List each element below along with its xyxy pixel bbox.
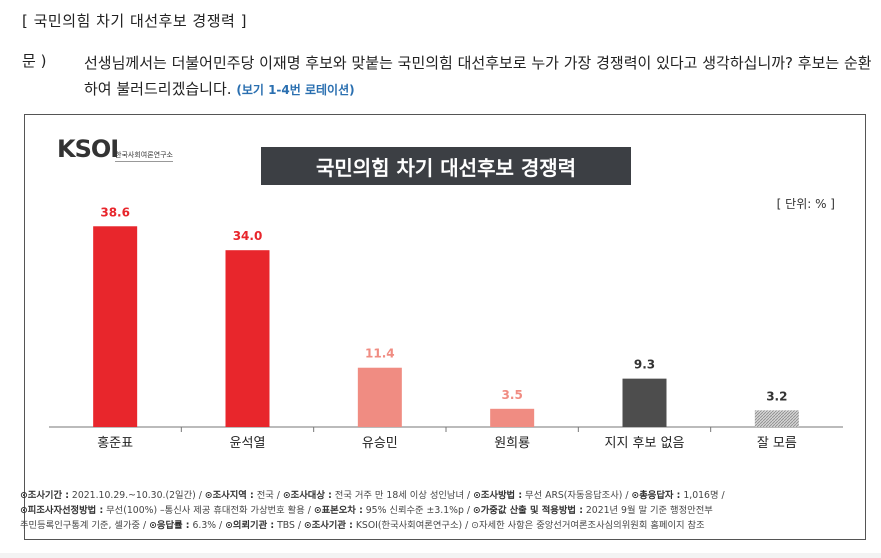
bar-6 [754,410,799,427]
footer-item: 주민등록인구통계 기준, 셀가중 [20,520,141,531]
footer-item: ⊙조사방법 : 무선 ARS(자동응답조사) [473,490,623,501]
ksoi-logo: KSOI 한국사회여론연구소 [57,135,173,163]
question-text: 선생님께서는 더불어민주당 이재명 후보와 맞붙는 국민의힘 대선후보로 누가 … [84,50,874,103]
value-label: 9.3 [634,358,655,372]
bar-4 [490,408,535,427]
value-label: 11.4 [365,347,395,361]
question-note: (보기 1-4번 로테이션) [236,83,355,97]
chart-panel: KSOI 한국사회여론연구소 국민의힘 차기 대선후보 경쟁력 [ 단위: % … [24,114,866,540]
question-body: 선생님께서는 더불어민주당 이재명 후보와 맞붙는 국민의힘 대선후보로 누가 … [84,54,872,98]
value-label: 34.0 [233,229,263,243]
bar-1 [93,226,138,427]
bottom-strip [0,553,881,558]
category-label: 원희룡 [494,436,530,451]
logo-sub: 한국사회여론연구소 [115,150,173,162]
category-label: 지지 후보 없음 [604,436,684,451]
footer-item: ⊙조사지역 : 전국 [204,490,274,501]
chart-title: 국민의힘 차기 대선후보 경쟁력 [261,147,631,185]
footer-item: ⊙조사기간 : 2021.10.29.~10.30.(2일간) [20,490,196,501]
footer-item: ⊙의뢰기관 : TBS [225,520,295,531]
footer-item: ⊙자세한 사항은 중앙선거여론조사심의위원회 홈페이지 참조 [471,520,705,531]
footer-item: ⊙조사대상 : 전국 거주 만 18세 이상 성인남녀 [282,490,465,501]
survey-footer: ⊙조사기간 : 2021.10.29.~10.30.(2일간) / ⊙조사지역 … [20,488,870,533]
footer-line-3: 주민등록인구통계 기준, 셀가중 / ⊙응답률 : 6.3% / ⊙의뢰기관 :… [20,520,705,531]
page-heading: [ 국민의힘 차기 대선후보 경쟁력 ] [22,12,247,30]
category-label: 잘 모름 [757,436,797,451]
bar-3 [357,367,402,427]
footer-item: ⊙피조사자선정방법 : 무선(100%) –통신사 제공 휴대전화 가상번호 활… [20,505,305,516]
question-label: 문 ) [22,52,47,70]
bar-chart: 38.6 홍준표 34.0 윤석열 11.4 유승민 3.5 원희룡 9.3 지지 후보 없음 3.… [49,205,843,451]
footer-item: ⊙응답률 : 6.3% [149,520,217,531]
footer-item: ⊙조사기관 : KSOI(한국사회여론연구소) [303,520,463,531]
bar-5 [622,378,667,427]
footer-item: ⊙가중값 산출 및 적용방법 : 2021년 9월 말 기준 행정안전부 [472,505,713,516]
footer-item: ⊙표본오차 : 95% 신뢰수준 ±3.1%p [313,505,464,516]
logo-mark: KSOI [57,135,119,163]
value-label: 38.6 [100,205,130,219]
value-label: 3.5 [502,388,523,402]
bar-2 [225,250,270,427]
footer-line-2: ⊙피조사자선정방법 : 무선(100%) –통신사 제공 휴대전화 가상번호 활… [20,505,713,516]
unit-label: [ 단위: % ] [776,197,835,211]
category-label: 윤석열 [230,436,266,451]
footer-item: ⊙총응답자 : 1,016명 [631,490,719,501]
footer-line-1: ⊙조사기간 : 2021.10.29.~10.30.(2일간) / ⊙조사지역 … [20,490,725,501]
category-label: 홍준표 [97,436,133,451]
logo-main: KSOI [57,135,119,163]
value-label: 3.2 [766,389,787,403]
category-label: 유승민 [362,436,398,451]
